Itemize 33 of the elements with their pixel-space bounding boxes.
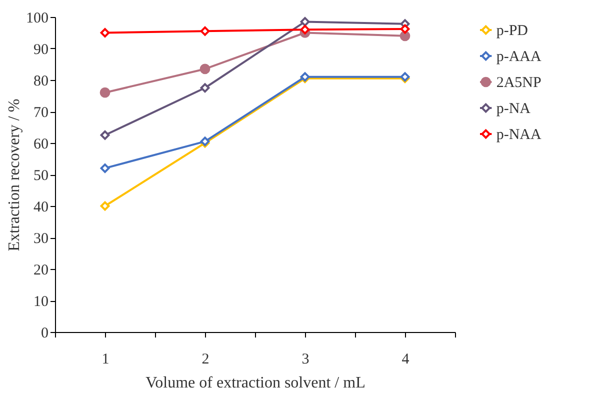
y-tick-label: 100 bbox=[26, 10, 48, 26]
y-tick-label: 80 bbox=[34, 74, 48, 90]
point bbox=[100, 201, 110, 211]
point bbox=[300, 24, 310, 34]
point bbox=[100, 130, 110, 140]
point bbox=[200, 83, 210, 93]
legend-label: p-AAA bbox=[496, 49, 542, 65]
y-tick-label: 40 bbox=[34, 200, 48, 216]
x-tick-label: 1 bbox=[102, 352, 110, 368]
y-tick-label: 60 bbox=[34, 136, 48, 152]
point bbox=[100, 163, 110, 173]
y-tick-label: 50 bbox=[34, 168, 48, 184]
y-tick-label: 10 bbox=[34, 294, 48, 310]
point bbox=[200, 64, 210, 74]
x-tick-label: 2 bbox=[202, 352, 210, 368]
point bbox=[200, 26, 210, 36]
y-axis-title: Extraction recovery / % bbox=[6, 98, 23, 252]
x-tick-label: 4 bbox=[402, 352, 410, 368]
legend-label: p-NA bbox=[496, 101, 531, 117]
y-tick-label: 30 bbox=[34, 231, 48, 247]
y-tick-label: 0 bbox=[41, 326, 48, 342]
y-tick-label: 20 bbox=[34, 262, 48, 278]
y-tick-label: 70 bbox=[34, 105, 48, 121]
point bbox=[300, 17, 310, 26]
legend-label: 2A5NP bbox=[496, 75, 542, 91]
point bbox=[400, 24, 410, 34]
point bbox=[100, 87, 110, 98]
legend-label: p-PD bbox=[496, 23, 528, 39]
legend-label: p-NAA bbox=[496, 127, 542, 143]
x-axis-title: Volume of extraction solvent / mL bbox=[146, 374, 366, 392]
x-tick-label: 3 bbox=[302, 352, 310, 368]
point bbox=[100, 28, 110, 38]
y-tick-label: 90 bbox=[34, 42, 48, 58]
